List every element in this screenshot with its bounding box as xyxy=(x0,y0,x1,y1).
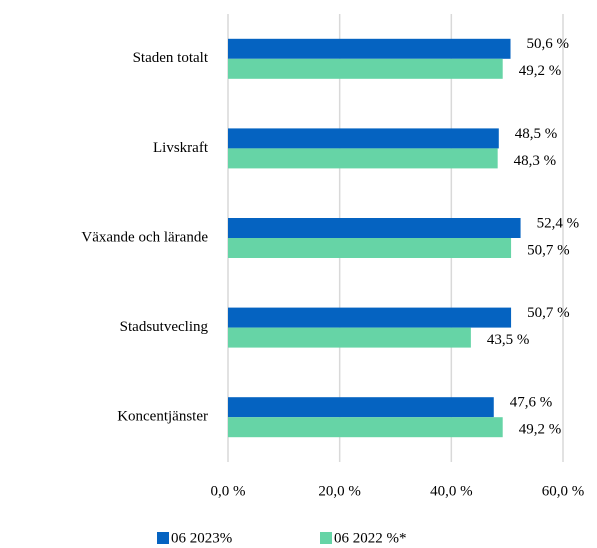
legend-swatch xyxy=(157,532,169,544)
x-tick-label: 60,0 % xyxy=(542,483,585,499)
legend-swatch xyxy=(320,532,332,544)
data-label: 50,7 % xyxy=(527,305,570,321)
data-label: 43,5 % xyxy=(487,332,530,348)
data-label: 50,7 % xyxy=(527,242,570,258)
x-tick-label: 0,0 % xyxy=(211,483,246,499)
data-label: 48,3 % xyxy=(514,153,557,169)
bar xyxy=(228,238,512,258)
y-tick-label: Stadsutvecling xyxy=(120,319,209,335)
data-label: 48,5 % xyxy=(515,126,558,142)
y-tick-label: Koncentjänster xyxy=(117,409,208,425)
bar xyxy=(228,58,503,79)
x-tick-label: 20,0 % xyxy=(318,483,361,499)
legend-label: 06 2022 %* xyxy=(334,530,407,546)
bar xyxy=(228,38,511,59)
bar xyxy=(228,397,494,418)
data-label: 49,2 % xyxy=(519,63,562,79)
y-tick-label: Växande och lärande xyxy=(81,229,208,245)
bar xyxy=(228,128,499,149)
data-label: 47,6 % xyxy=(510,395,553,411)
y-tick-label: Livskraft xyxy=(153,140,209,156)
data-label: 50,6 % xyxy=(527,36,570,52)
y-tick-label: Staden totalt xyxy=(133,50,209,66)
bar xyxy=(228,327,471,348)
x-tick-label: 40,0 % xyxy=(430,483,473,499)
bar xyxy=(228,148,498,169)
data-label: 49,2 % xyxy=(519,422,562,438)
bar xyxy=(228,417,503,438)
data-label: 52,4 % xyxy=(537,215,580,231)
bar xyxy=(228,307,512,328)
legend-label: 06 2023% xyxy=(171,530,232,546)
bar xyxy=(228,218,521,238)
